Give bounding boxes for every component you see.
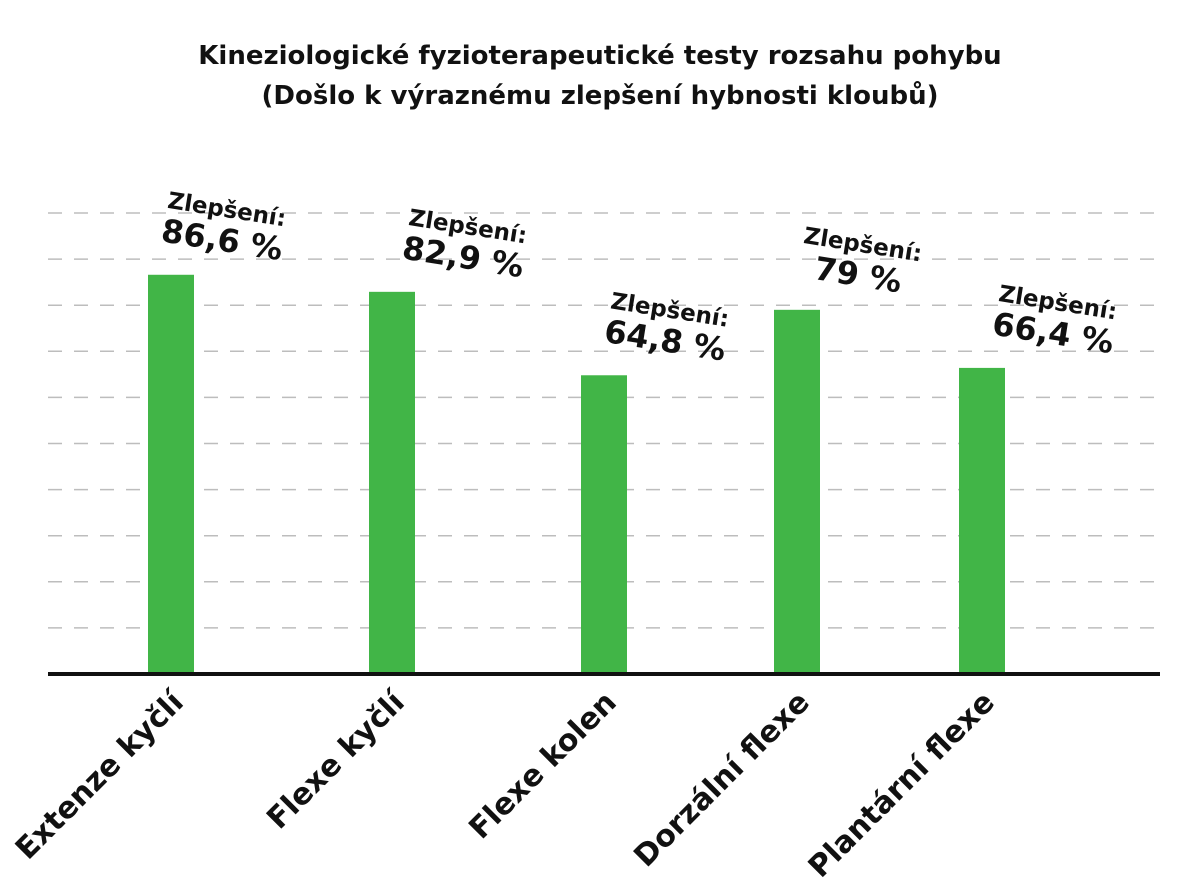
bar <box>369 291 415 674</box>
category-label: Extenze kyčlí <box>9 684 192 867</box>
data-label: Zlepšení:64,8 % <box>602 289 731 369</box>
category-label: Flexe kolen <box>462 685 623 846</box>
category-label: Flexe kyčlí <box>260 684 413 837</box>
chart-title: Kineziologické fyzioterapeutické testy r… <box>198 41 1002 71</box>
category-label: Dorzální flexe <box>627 685 816 874</box>
bars <box>148 274 1005 674</box>
bar <box>774 309 820 674</box>
chart-title-block: Kineziologické fyzioterapeutické testy r… <box>0 36 1200 116</box>
data-label: Zlepšení:82,9 % <box>400 205 529 285</box>
category-label: Plantární flexe <box>802 685 1002 885</box>
chart-subtitle: (Došlo k výraznému zlepšení hybnosti klo… <box>261 81 939 111</box>
bar <box>581 375 627 674</box>
data-label: Zlepšení:86,6 % <box>159 188 288 268</box>
bar <box>148 274 194 674</box>
category-labels: Extenze kyčlí Flexe kyčlí Flexe kolen Dorzá… <box>9 684 1002 885</box>
data-label: Zlepšení:66,4 % <box>990 281 1119 361</box>
data-label: Zlepšení:79 % <box>802 223 924 300</box>
data-labels: Zlepšení:86,6 % Zlepšení:82,9 % Zlepšení:6… <box>159 188 1119 369</box>
bar <box>959 367 1005 674</box>
